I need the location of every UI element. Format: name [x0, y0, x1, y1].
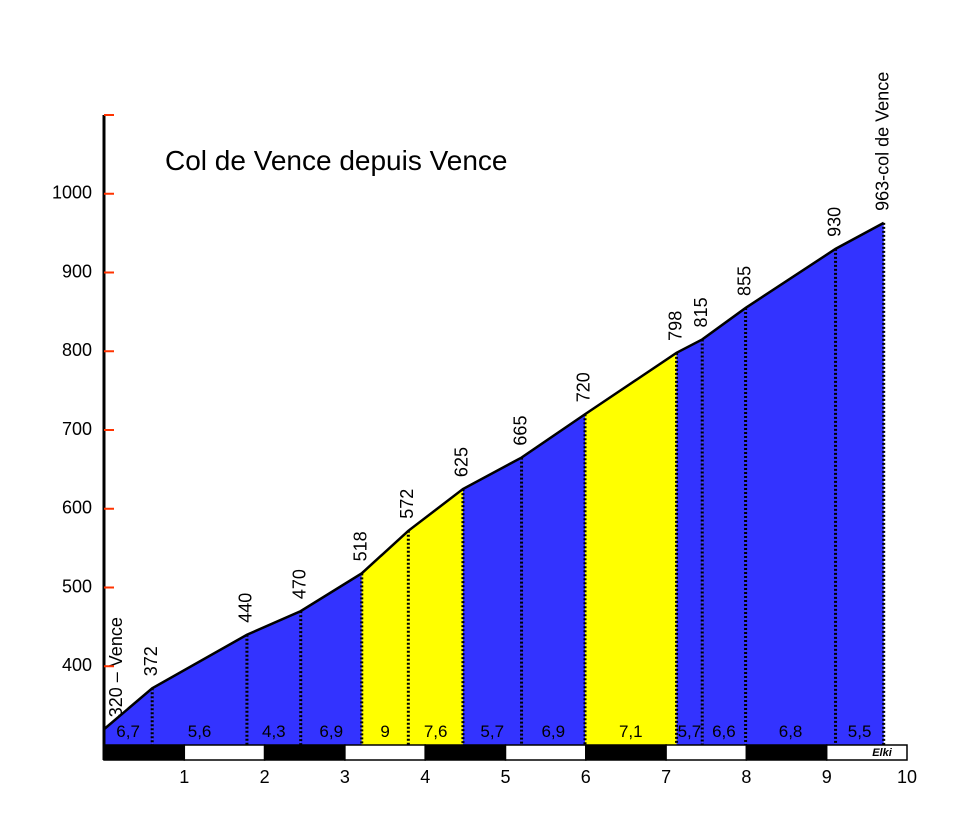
x-tick-label: 2 — [260, 767, 270, 787]
elevation-label: 815 — [691, 297, 711, 327]
x-tick-label: 10 — [897, 767, 917, 787]
segment-fill — [521, 414, 585, 745]
x-tick-label: 9 — [822, 767, 832, 787]
gradient-label: 6,9 — [541, 722, 565, 741]
gradient-label: 5,7 — [678, 722, 702, 741]
elevation-label: 963-col de Vence — [872, 72, 892, 211]
y-tick-label: 800 — [62, 340, 92, 360]
segment-fill — [152, 634, 247, 745]
km-bar — [183, 744, 266, 761]
y-tick-label: 600 — [62, 498, 92, 518]
km-bar — [665, 744, 748, 761]
segment-fill — [835, 222, 884, 745]
segment-fill — [408, 489, 463, 745]
km-bar — [745, 744, 828, 761]
segment-fill — [702, 307, 746, 745]
x-tick-label: 8 — [741, 767, 751, 787]
elevation-label: 798 — [665, 311, 685, 341]
gradient-label: 5,5 — [848, 722, 872, 741]
y-tick-label: 400 — [62, 655, 92, 675]
segment-fill — [246, 611, 301, 745]
gradient-label: 5,7 — [480, 722, 504, 741]
gradient-label: 6,7 — [116, 722, 140, 741]
km-bar — [825, 744, 908, 761]
km-bar — [504, 744, 587, 761]
y-tick-label: 1000 — [52, 183, 92, 203]
gradient-label: 6,9 — [319, 722, 343, 741]
km-bar — [263, 744, 346, 761]
segment-fill — [745, 248, 836, 745]
gradient-label: 4,3 — [262, 722, 286, 741]
segment-fill — [361, 530, 409, 745]
chart-title: Col de Vence depuis Vence — [165, 145, 507, 176]
elevation-label: 372 — [141, 646, 161, 676]
segment-fill — [104, 688, 153, 745]
segment-fill — [584, 352, 677, 745]
credit: Elki — [872, 747, 893, 759]
y-tick-label: 700 — [62, 419, 92, 439]
y-tick-label: 900 — [62, 261, 92, 281]
elevation-label: 665 — [510, 416, 530, 446]
km-bar — [424, 744, 507, 761]
km-bar — [344, 744, 426, 761]
km-bar — [103, 744, 186, 761]
x-tick-label: 7 — [661, 767, 671, 787]
x-tick-label: 4 — [420, 767, 430, 787]
km-bar — [585, 744, 667, 761]
elevation-label: 320 – Vence — [106, 617, 126, 717]
x-tick-label: 3 — [340, 767, 350, 787]
elevation-label: 720 — [574, 372, 594, 402]
elevation-label: 855 — [734, 266, 754, 296]
elevation-label: 440 — [236, 593, 256, 623]
gradient-label: 6,8 — [779, 722, 803, 741]
gradient-label: 7,1 — [619, 722, 643, 741]
x-tick-label: 6 — [581, 767, 591, 787]
segment-fill — [300, 573, 362, 745]
gradient-label: 5,6 — [188, 722, 212, 741]
elevation-label: 518 — [351, 531, 371, 561]
elevation-label: 930 — [824, 207, 844, 237]
profile-line — [103, 221, 885, 731]
gradient-label: 6,6 — [712, 722, 736, 741]
segment-fill — [462, 457, 522, 745]
segment-fill — [676, 339, 703, 745]
elevation-label: 572 — [397, 489, 417, 519]
y-tick-label: 500 — [62, 576, 92, 596]
gradient-label: 9 — [380, 722, 389, 741]
gradient-label: 7,6 — [424, 722, 448, 741]
elevation-label: 625 — [452, 447, 472, 477]
elevation-label: 470 — [289, 569, 309, 599]
x-tick-label: 5 — [500, 767, 510, 787]
x-tick-label: 1 — [179, 767, 189, 787]
